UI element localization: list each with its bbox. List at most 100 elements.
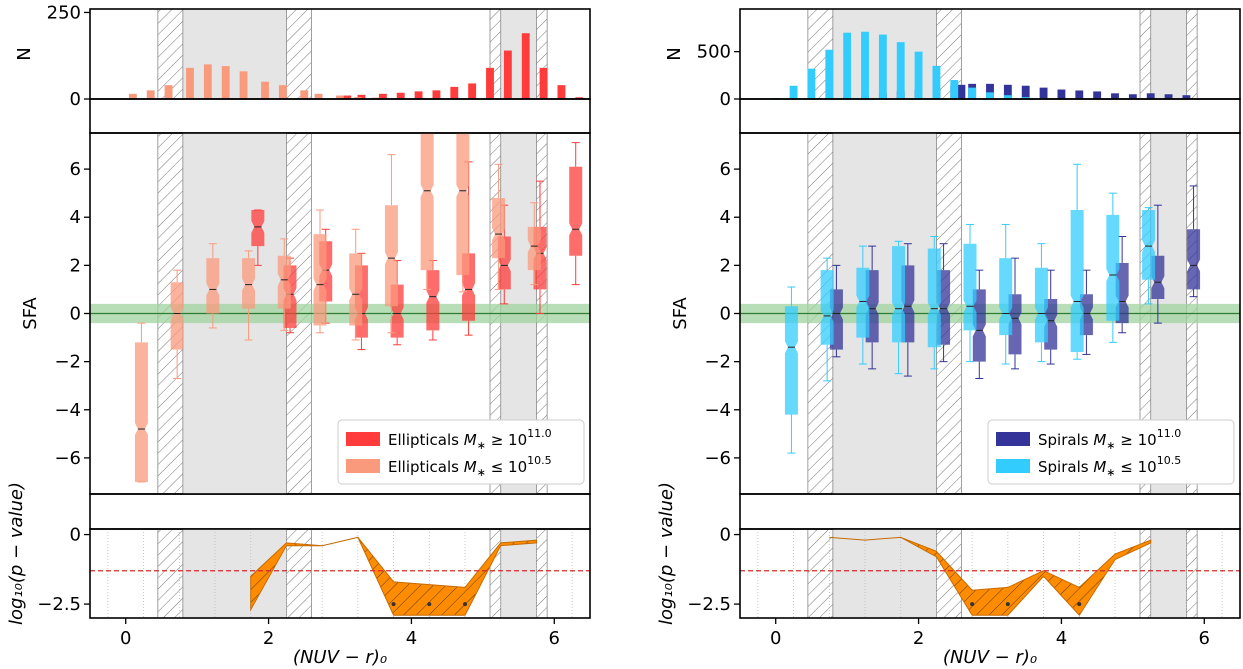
y-axis-label-mid-left: SFA [20,297,41,330]
box-left-0-9 [569,166,583,256]
shaded-bin-top-0 [182,9,287,99]
x-tick-label-right: 2 [913,628,924,649]
hatched-bin-bot-0 [807,529,834,618]
histogram-bar-right-1 [825,49,834,99]
histogram-bar-left-1 [314,93,323,99]
legend-part-sub: ∗ [1106,439,1115,452]
pvalue-marker-left [427,602,432,607]
y-tick-label-mid-right: −2 [704,352,731,373]
histogram-bar-left-1 [128,93,137,99]
x-tick-label-right: 6 [1199,628,1210,649]
histogram-bar-left-0 [539,67,548,99]
histogram-bar-right-0 [957,84,966,99]
legend-part-rel: ≤ 10 [486,458,527,476]
x-axis-label-right: (NUV − r)₀ [943,647,1037,668]
legend-part-sym: M [1093,458,1106,476]
y-axis-label-top-right: N [664,47,685,60]
histogram-bar-left-1 [146,90,155,99]
histogram-bar-right-1 [914,51,923,99]
axes-frame-gap-top-right [739,98,1241,134]
box-left-1-10 [492,197,506,259]
legend-label-left-0: Ellipticals M∗ ≥ 1011.0 [388,427,552,452]
shaded-bin-bot-0 [832,529,937,618]
histogram-bar-right-1 [968,87,977,99]
legend-part-rel: ≥ 10 [1116,431,1157,449]
axes-frame-bot-left [89,528,591,619]
pvalue-marker-left [391,602,396,607]
box-right-1-0 [784,306,798,415]
y-axis-label-mid-right: SFA [670,297,691,330]
histogram-bar-left-0 [575,97,584,99]
legend-part-exp: 11.0 [1157,427,1182,440]
histogram-bar-right-0 [1111,93,1119,99]
y-tick-label-bot-right: −2.5 [687,594,731,615]
legend-part-exp: 10.5 [527,454,552,467]
legend-part-sub: ∗ [477,466,486,479]
histogram-bar-left-0 [557,85,566,99]
y-tick-label-mid-right: 6 [720,159,731,180]
hatched-bin-bot-2 [1139,529,1152,618]
histogram-bar-right-1 [932,65,941,99]
histogram-bar-right-0 [1182,95,1191,99]
shaded-bin-bot-1 [1150,529,1187,618]
box-left-1-8 [420,133,434,271]
histogram-bar-right-0 [1075,90,1084,99]
box-left-1-3 [242,258,256,309]
pvalue-area-right [740,529,1240,618]
axes-frame-gap-top-left [89,98,591,134]
hatched-bin-bot-3 [1186,529,1198,618]
histogram-bar-left-0 [521,33,530,99]
legend-part-sub: ∗ [477,439,486,452]
box-right-1-7 [1034,267,1048,343]
y-tick-label-bot-left: −2.5 [37,594,81,615]
histogram-bar-right-0 [1146,93,1155,99]
hatched-bin-top-2 [489,9,502,99]
axes-frame-gap-bot-right [739,493,1241,530]
box-right-1-6 [999,258,1013,336]
legend-label-left-1: Ellipticals M∗ ≤ 1010.5 [388,454,552,479]
y-axis-label-top-left: N [14,47,35,60]
histogram-bar-right-1 [861,31,869,99]
hatched-bin-bot-0 [157,529,184,618]
y-tick-label-mid-right: 4 [720,207,731,228]
histogram-bar-right-1 [789,85,798,99]
pvalue-marker-right [970,602,975,607]
legend-swatch-right-1 [996,459,1030,473]
hatched-bin-bot-2 [489,529,502,618]
box-left-1-4 [277,255,291,309]
histogram-bar-left-0 [343,95,352,99]
histogram-bar-right-1 [896,42,905,99]
legend-swatch-left-0 [346,432,380,446]
box-left-1-7 [384,205,398,307]
y-tick-label-mid-left: −6 [54,448,81,469]
x-tick-label-left: 0 [120,628,131,649]
x-tick-label-left: 4 [406,628,417,649]
axes-frame-gap-bot-left [89,493,591,530]
box-left-1-11 [527,226,541,271]
x-tick-label-right: 4 [1056,628,1067,649]
histogram-bar-right-1 [807,68,816,99]
histogram-bar-right-0 [1003,84,1012,99]
y-tick-label-bot-right: 0 [720,525,731,546]
histogram-bar-left-0 [378,93,387,99]
histogram-bar-left-0 [486,67,494,99]
box-left-1-0 [134,342,148,482]
y-tick-label-top-left: 250 [47,2,81,23]
hatched-bin-top-3 [1186,9,1198,99]
axes-frame-bot-right [739,528,1241,619]
hatched-bin-bot-3 [536,529,548,618]
legend-part-sym: M [464,458,477,476]
x-tick-label-right: 0 [770,628,781,649]
y-tick-label-mid-right: 2 [720,255,731,276]
boxplot-area-left [90,133,590,494]
legend-part-exp: 11.0 [527,427,552,440]
box-left-1-5 [313,234,327,326]
box-right-1-2 [856,267,870,338]
x-tick-label-left: 6 [549,628,560,649]
legend-box-right [987,419,1235,485]
histogram-bar-right-0 [1164,94,1173,99]
histogram-bar-left-0 [432,90,441,99]
histogram-bar-left-1 [278,85,287,99]
histogram-bar-right-0 [1021,85,1030,99]
